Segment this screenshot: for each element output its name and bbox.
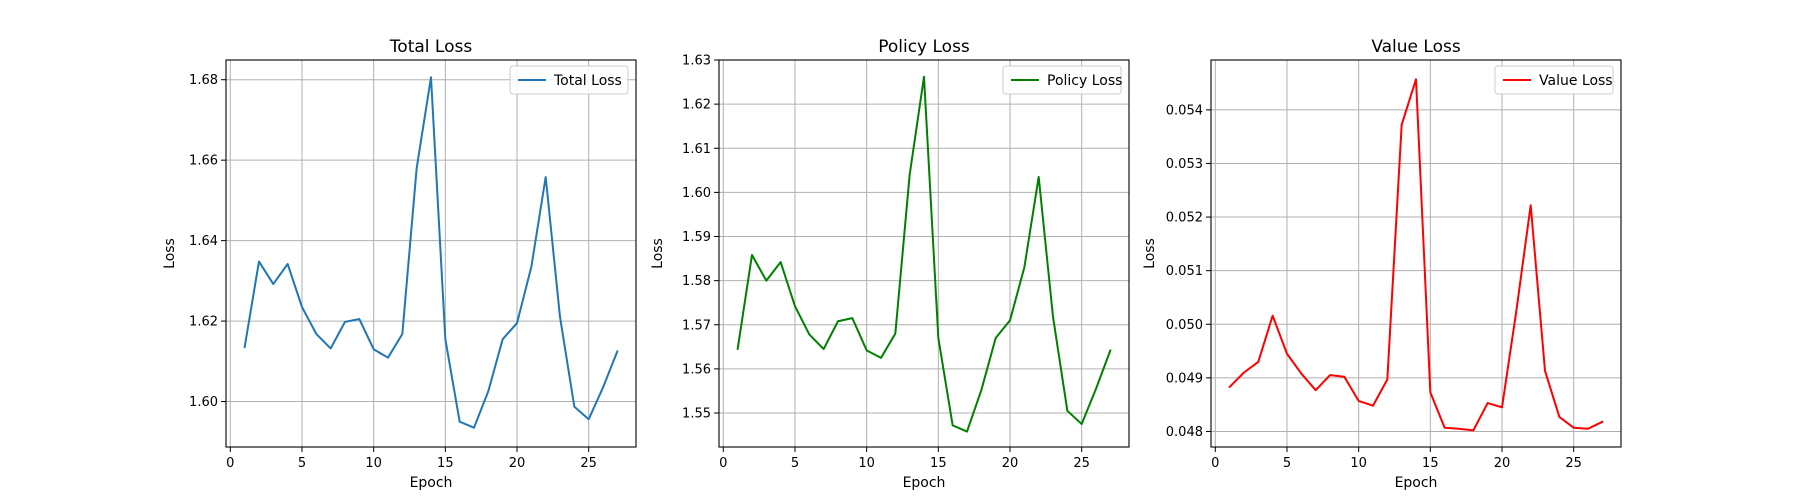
legend-box xyxy=(1494,65,1614,95)
y-tick-label: 0.054 xyxy=(1166,103,1203,118)
x-tick-label: 20 xyxy=(509,456,526,471)
legend-entry: Value Loss xyxy=(1539,73,1613,89)
x-tick-label: 0 xyxy=(226,456,234,471)
y-tick-label: 1.63 xyxy=(682,54,711,69)
y-tick-label: 1.62 xyxy=(189,315,218,330)
x-tick-label: 15 xyxy=(1422,456,1439,471)
y-tick-label: 0.049 xyxy=(1166,371,1203,386)
policy-loss-legend: Policy Loss xyxy=(1002,65,1122,95)
policy-loss-chart: 0 5 10 15 20 25 1.55 1.56 1.57 1.58 1.59 1.60 1.61 1.… xyxy=(650,37,1130,491)
total-loss-line xyxy=(243,76,619,429)
value-loss-legend: Value Loss xyxy=(1494,65,1614,95)
y-tick-label: 1.64 xyxy=(189,234,218,249)
y-tick-label: 1.66 xyxy=(189,154,218,169)
policy-loss-line xyxy=(736,75,1112,433)
total-loss-plot-frame xyxy=(225,59,637,448)
y-tick-label: 1.60 xyxy=(682,186,711,201)
y-tick-label: 1.56 xyxy=(682,362,711,377)
value-loss-chart: 0 5 10 15 20 25 0.048 0.049 0.050 0.051 0.052 0.053… xyxy=(1142,37,1622,491)
legend-entry: Policy Loss xyxy=(1047,73,1122,89)
x-tick-label: 5 xyxy=(791,456,799,471)
x-tick-label: 10 xyxy=(1350,456,1367,471)
x-tick-label: 10 xyxy=(858,456,875,471)
total-loss-legend: Total Loss xyxy=(509,65,629,95)
y-tick-label: 1.58 xyxy=(682,274,711,289)
x-tick-label: 15 xyxy=(437,456,454,471)
y-tick-label: 0.052 xyxy=(1166,211,1203,226)
total-loss-chart: 0 5 10 15 20 25 1.60 1.62 1.64 1.66 1.68 Total Loss… xyxy=(162,37,637,491)
y-tick-label: 1.62 xyxy=(682,98,711,113)
x-tick-label: 5 xyxy=(298,456,306,471)
y-tick-label: 1.55 xyxy=(682,407,711,422)
x-tick-label: 0 xyxy=(719,456,727,471)
y-tick-label: 1.59 xyxy=(682,230,711,245)
x-tick-label: 25 xyxy=(1565,456,1582,471)
y-tick-label: 0.051 xyxy=(1166,264,1203,279)
legend-entry: Total Loss xyxy=(553,73,622,89)
y-tick-label: 1.61 xyxy=(682,142,711,157)
y-tick-label: 0.048 xyxy=(1166,425,1203,440)
legend-box xyxy=(509,65,629,95)
x-tick-label: 25 xyxy=(580,456,597,471)
y-tick-label: 1.68 xyxy=(189,73,218,88)
x-tick-label: 20 xyxy=(1002,456,1019,471)
y-axis-label: Loss xyxy=(162,238,178,269)
value-loss-line xyxy=(1228,78,1604,432)
y-axis-label: Loss xyxy=(650,238,666,269)
policy-loss-plot-frame xyxy=(718,59,1130,448)
x-axis-label: Epoch xyxy=(1395,475,1438,491)
value-loss-title: Value Loss xyxy=(1371,37,1461,57)
y-tick-label: 0.050 xyxy=(1166,318,1203,333)
value-loss-plot-frame xyxy=(1210,59,1622,448)
y-tick-label: 1.57 xyxy=(682,318,711,333)
y-tick-label: 0.053 xyxy=(1166,157,1203,172)
legend-box xyxy=(1002,65,1122,95)
x-axis-label: Epoch xyxy=(903,475,946,491)
x-tick-label: 15 xyxy=(930,456,947,471)
x-tick-label: 10 xyxy=(365,456,382,471)
y-axis-label: Loss xyxy=(1142,238,1158,269)
x-tick-label: 20 xyxy=(1494,456,1511,471)
x-tick-label: 0 xyxy=(1211,456,1219,471)
x-tick-label: 25 xyxy=(1073,456,1090,471)
y-tick-label: 1.60 xyxy=(189,395,218,410)
x-tick-label: 5 xyxy=(1283,456,1291,471)
x-axis-label: Epoch xyxy=(410,475,453,491)
total-loss-title: Total Loss xyxy=(389,37,473,57)
policy-loss-title: Policy Loss xyxy=(878,37,970,57)
